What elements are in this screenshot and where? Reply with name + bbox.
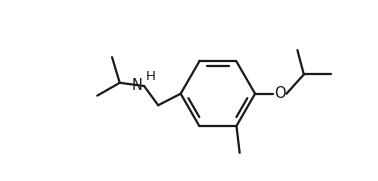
Text: N: N	[131, 78, 142, 93]
Text: O: O	[274, 86, 285, 101]
Text: H: H	[146, 70, 156, 83]
